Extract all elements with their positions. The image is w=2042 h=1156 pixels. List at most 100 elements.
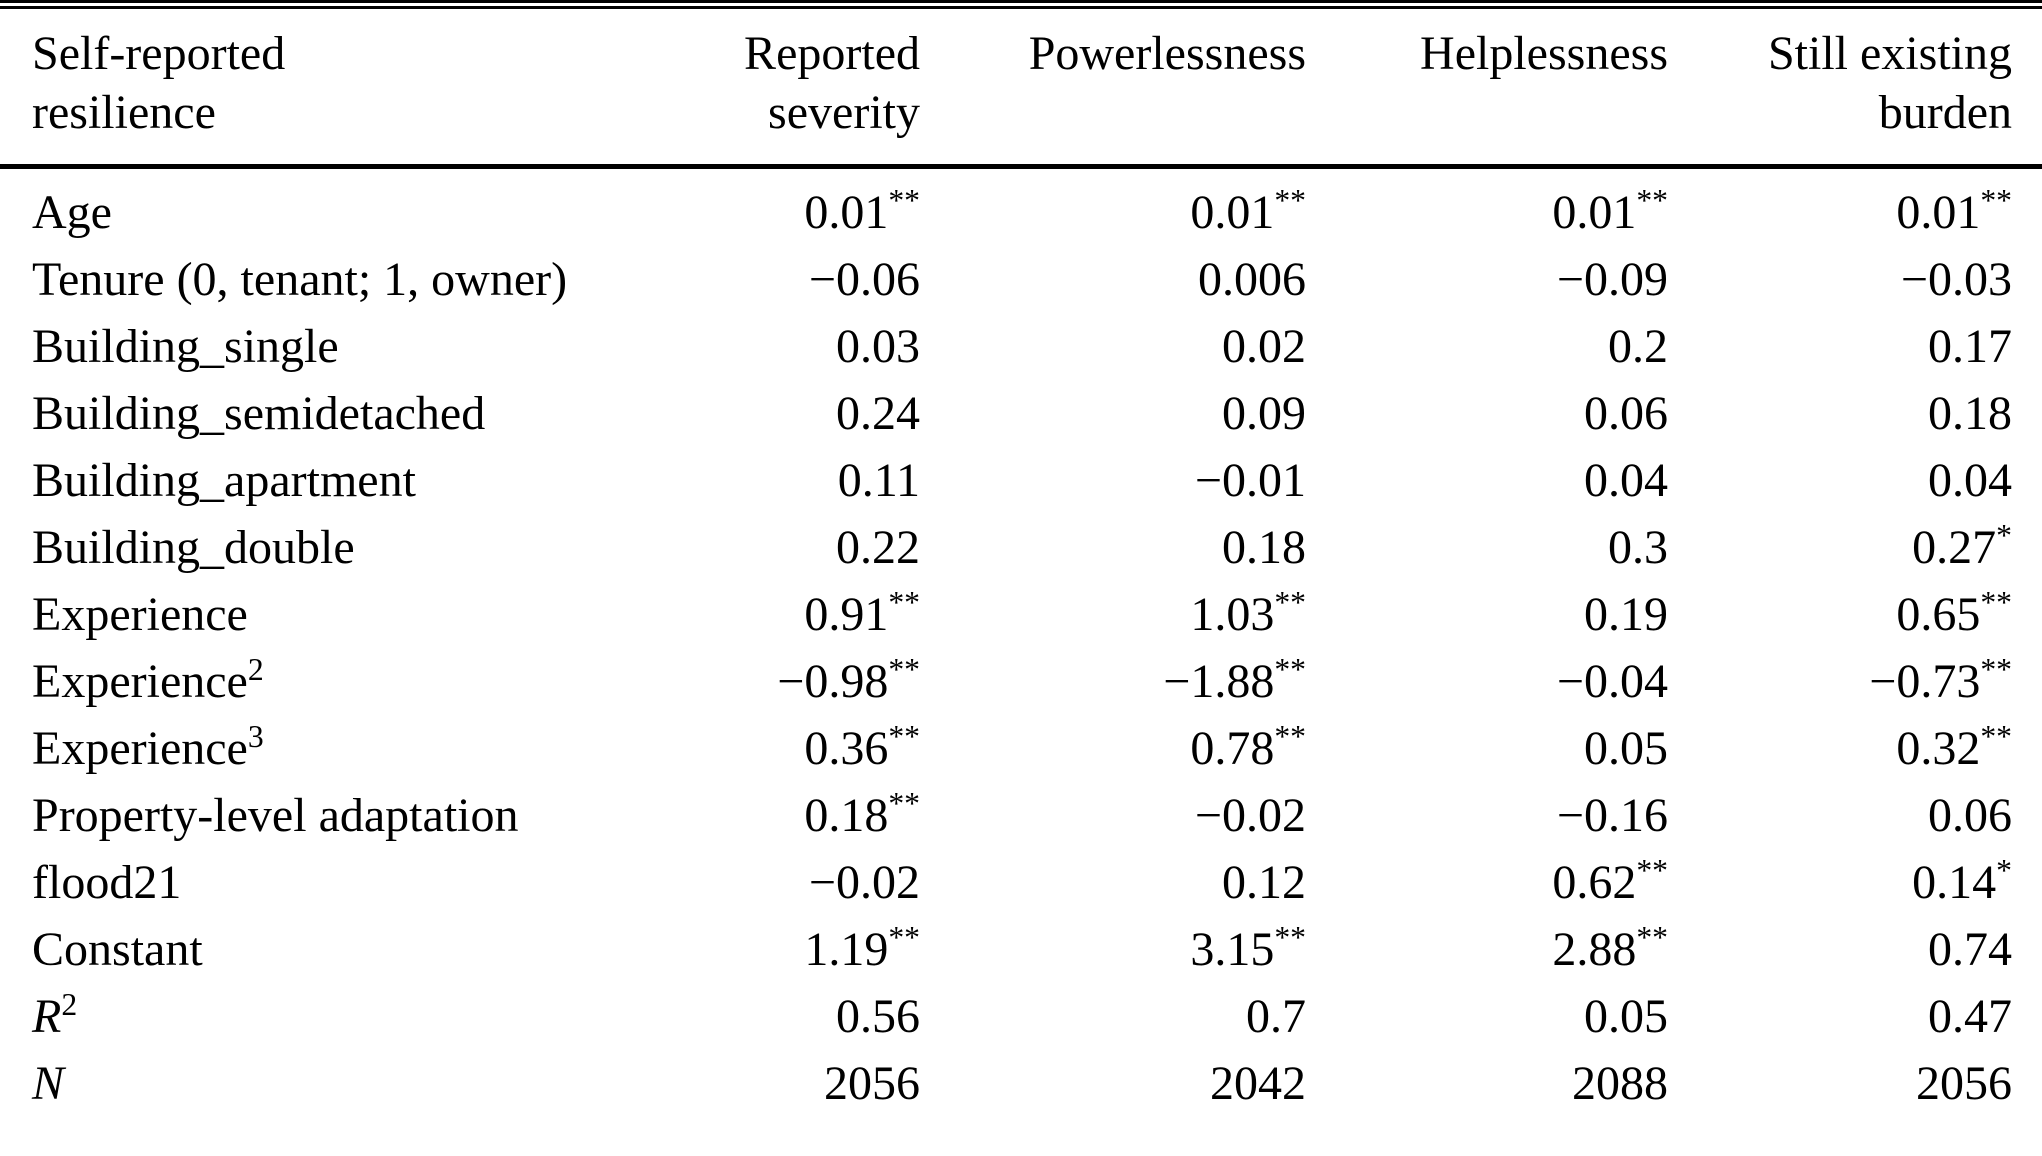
header-row: Self-reported resilience Reported severi… (0, 9, 2042, 170)
cell-value: 0.56 (836, 990, 920, 1044)
row-label-cell: flood21 (0, 849, 610, 916)
value-cell: −0.16 (1306, 782, 1668, 849)
cell-value: −0.73 (1869, 655, 1981, 709)
significance-marker: * (1996, 518, 2012, 554)
value-cell: 0.62** (1306, 849, 1668, 916)
cell-value: 0.12 (1222, 856, 1306, 910)
value-cell: 2.88** (1306, 916, 1668, 983)
row-label: Age (32, 186, 112, 240)
row-label: Building_single (32, 320, 339, 374)
cell-value: 0.01 (1190, 186, 1275, 240)
cell-value: 0.32 (1896, 722, 1981, 776)
cell-value: −0.01 (1194, 454, 1306, 508)
cell-value: 0.18 (1928, 387, 2012, 441)
value-cell: 2042 (920, 1050, 1306, 1156)
cell-value: 0.3 (1608, 521, 1668, 575)
row-label: Building_semidetached (32, 387, 486, 441)
cell-value: 0.47 (1928, 990, 2012, 1044)
row-label: Experience (32, 588, 248, 642)
cell-value: 0.06 (1584, 387, 1668, 441)
value-cell: 0.78** (920, 715, 1306, 782)
table-header: Self-reported resilience Reported severi… (0, 9, 2042, 170)
cell-value: 0.91 (804, 588, 889, 642)
row-label-cell: Age (0, 167, 610, 247)
cell-value: 1.19 (804, 923, 889, 977)
value-cell: 0.05 (1306, 983, 1668, 1050)
value-cell: 0.32** (1668, 715, 2042, 782)
significance-marker: ** (1980, 719, 2012, 755)
table-row-r-squared: R2 0.56 0.7 0.05 0.47 (0, 983, 2042, 1050)
value-cell: 0.2 (1306, 313, 1668, 380)
value-cell: −0.02 (610, 849, 920, 916)
regression-results-table: Self-reported resilience Reported severi… (0, 9, 2042, 1156)
significance-marker: ** (888, 652, 920, 688)
value-cell: 0.09 (920, 380, 1306, 447)
cell-value: 0.74 (1928, 923, 2012, 977)
row-label-superscript: 2 (61, 987, 78, 1023)
cell-value: 0.22 (836, 521, 920, 575)
value-cell: 0.01** (1668, 167, 2042, 247)
significance-marker: ** (888, 920, 920, 956)
significance-marker: ** (1274, 719, 1306, 755)
cell-value: 0.62 (1552, 856, 1637, 910)
value-cell: 0.65** (1668, 581, 2042, 648)
significance-marker: ** (888, 719, 920, 755)
cell-value: −0.16 (1556, 789, 1668, 843)
table-row-experience: Experience 0.91** 1.03** 0.19 0.65** (0, 581, 2042, 648)
cell-value: 0.27 (1912, 521, 1997, 575)
row-label: Experience (32, 655, 248, 709)
value-cell: 0.18 (920, 514, 1306, 581)
col-header-still-existing-burden: Still existing burden (1668, 9, 2042, 170)
row-label: Experience (32, 722, 248, 776)
cell-value: 0.01 (804, 186, 889, 240)
table-row-n: N 2056 2042 2088 2056 (0, 1050, 2042, 1156)
cell-value: 2056 (824, 1057, 920, 1111)
significance-marker: ** (1980, 652, 2012, 688)
value-cell: 0.01** (920, 167, 1306, 247)
cell-value: 0.04 (1584, 454, 1668, 508)
cell-value: 2.88 (1552, 923, 1637, 977)
cell-value: 0.7 (1246, 990, 1306, 1044)
cell-value: 0.05 (1584, 722, 1668, 776)
row-label-cell: Tenure (0, tenant; 1, owner) (0, 246, 610, 313)
row-label: Tenure (0, tenant; 1, owner) (32, 253, 568, 307)
significance-marker: ** (888, 183, 920, 219)
cell-value: 0.17 (1928, 320, 2012, 374)
significance-marker: ** (1636, 853, 1668, 889)
row-label: R (32, 990, 62, 1044)
table-row-experience-cubed: Experience3 0.36** 0.78** 0.05 0.32** (0, 715, 2042, 782)
cell-value: 0.01 (1896, 186, 1981, 240)
value-cell: 0.18 (1668, 380, 2042, 447)
table-row-constant: Constant 1.19** 3.15** 2.88** 0.74 (0, 916, 2042, 983)
row-label: Constant (32, 923, 203, 977)
cell-value: 0.24 (836, 387, 920, 441)
cell-value: −0.98 (777, 655, 889, 709)
cell-value: −0.06 (808, 253, 920, 307)
value-cell: 0.06 (1306, 380, 1668, 447)
cell-value: 0.18 (804, 789, 889, 843)
value-cell: −0.06 (610, 246, 920, 313)
value-cell: 0.01** (1306, 167, 1668, 247)
value-cell: −0.04 (1306, 648, 1668, 715)
value-cell: −0.01 (920, 447, 1306, 514)
cell-value: −1.88 (1163, 655, 1275, 709)
cell-value: 0.36 (804, 722, 889, 776)
row-label-cell: Constant (0, 916, 610, 983)
table-row-building-single: Building_single 0.03 0.02 0.2 0.17 (0, 313, 2042, 380)
significance-marker: ** (1636, 920, 1668, 956)
row-label-cell: N (0, 1050, 610, 1156)
row-label: Property-level adaptation (32, 789, 519, 843)
value-cell: 0.04 (1668, 447, 2042, 514)
value-cell: 2056 (610, 1050, 920, 1156)
significance-marker: ** (888, 786, 920, 822)
row-label-cell: R2 (0, 983, 610, 1050)
table-row-property-level-adaptation: Property-level adaptation 0.18** −0.02 −… (0, 782, 2042, 849)
value-cell: 0.19 (1306, 581, 1668, 648)
table-row-tenure: Tenure (0, tenant; 1, owner) −0.06 0.006… (0, 246, 2042, 313)
row-label: Building_double (32, 521, 355, 575)
value-cell: 0.56 (610, 983, 920, 1050)
value-cell: 0.3 (1306, 514, 1668, 581)
significance-marker: ** (1636, 183, 1668, 219)
value-cell: 0.24 (610, 380, 920, 447)
value-cell: 0.03 (610, 313, 920, 380)
